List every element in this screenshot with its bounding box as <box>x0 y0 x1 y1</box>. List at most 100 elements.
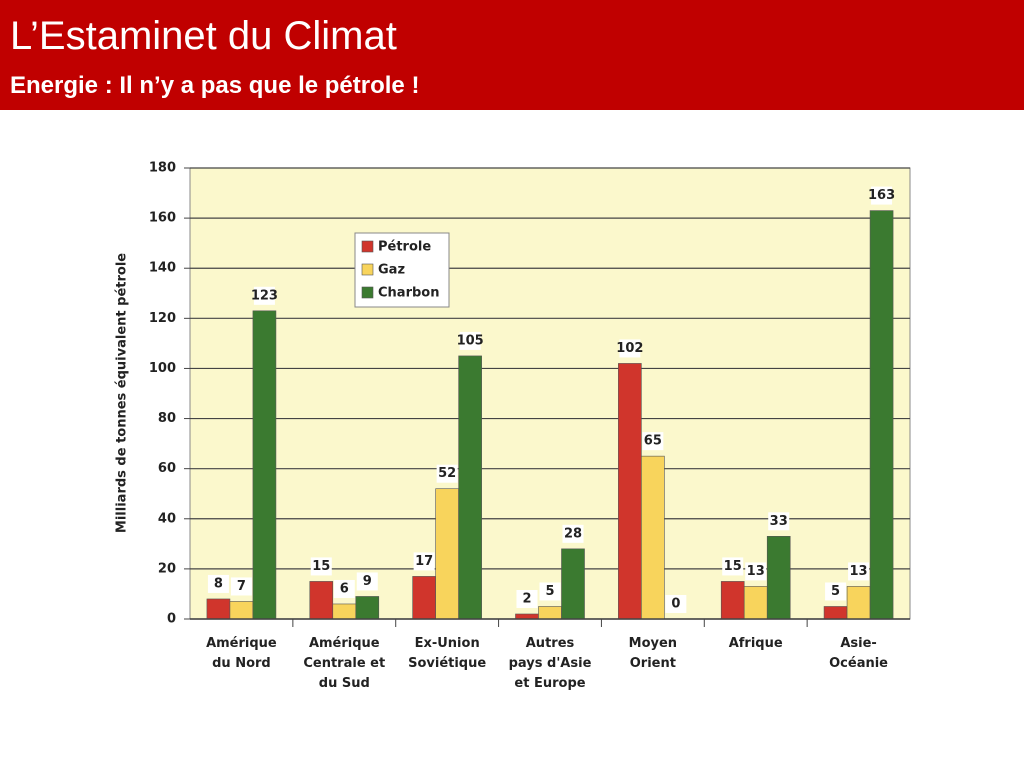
x-tick-label-line: Orient <box>630 656 676 671</box>
value-label-bg <box>436 464 458 483</box>
x-tick-label: Amérique Centrale et du Sud <box>303 636 385 691</box>
value-label: 102 <box>616 341 643 356</box>
value-label: 0 <box>671 597 680 612</box>
header: L’Estaminet du Climat Energie : Il n’y a… <box>0 0 1024 110</box>
x-tick-label: Moyen Orient <box>629 636 677 671</box>
legend-label: Pétrole <box>378 240 431 255</box>
value-label: 163 <box>868 188 895 203</box>
value-label: 13 <box>747 564 765 579</box>
x-tick-label: Asie- Océanie <box>829 636 888 671</box>
plot-area <box>189 167 911 620</box>
bar <box>458 355 482 620</box>
value-label: 105 <box>457 333 484 348</box>
value-label-bg <box>516 589 538 608</box>
slide-subtitle: Energie : Il n’y a pas que le pétrole ! <box>10 72 420 99</box>
value-label-bg <box>848 562 870 581</box>
bar <box>766 536 791 620</box>
value-label-bg <box>413 552 435 571</box>
value-label-bg <box>745 562 767 581</box>
value-label: 52 <box>438 466 456 481</box>
bar <box>252 310 277 620</box>
y-tick-label: 40 <box>158 511 176 526</box>
x-tick-label-line: Centrale et <box>303 656 385 671</box>
x-tick-label-line: Océanie <box>829 656 888 671</box>
legend-label: Gaz <box>378 263 405 278</box>
value-label: 28 <box>564 526 582 541</box>
value-label: 13 <box>850 564 868 579</box>
legend-swatch <box>361 240 374 253</box>
bar <box>355 596 380 620</box>
value-label-bg <box>562 524 584 543</box>
value-label-bg <box>768 512 790 531</box>
value-label: 9 <box>363 574 372 589</box>
bar <box>618 363 642 620</box>
x-tick-label-line: Amérique <box>206 636 277 651</box>
value-label-bg <box>825 582 847 601</box>
value-label: 15 <box>724 559 742 574</box>
bar <box>229 601 254 620</box>
bar <box>412 576 436 620</box>
legend-swatch <box>361 286 374 299</box>
value-label: 7 <box>237 579 246 594</box>
y-tick-label: 80 <box>158 411 176 426</box>
legend-swatch <box>361 263 374 276</box>
x-tick-label: Amérique du Nord <box>206 636 277 671</box>
y-tick-label: 140 <box>149 261 176 276</box>
bar <box>720 581 745 620</box>
value-label-bg <box>207 574 229 593</box>
value-label-bg <box>459 331 481 350</box>
x-tick-label: Autres pays d'Asie et Europe <box>509 636 592 691</box>
bar <box>823 606 848 620</box>
value-label: 2 <box>522 591 531 606</box>
x-tick-label-line: Soviétique <box>408 656 486 671</box>
x-tick-label-line: Afrique <box>729 636 783 651</box>
value-label: 6 <box>340 581 349 596</box>
value-label-bg <box>539 582 561 601</box>
bar <box>846 586 871 620</box>
bar <box>515 613 539 620</box>
x-tick-label-line: Autres <box>526 636 575 651</box>
x-tick-label-line: et Europe <box>514 676 585 691</box>
y-tick-label: 0 <box>167 612 176 627</box>
y-tick-label: 180 <box>149 161 176 176</box>
value-label-bg <box>333 579 355 598</box>
bar <box>538 606 562 620</box>
x-tick-label-line: Ex-Union <box>415 636 480 651</box>
value-label: 123 <box>251 288 278 303</box>
bar <box>869 210 894 620</box>
value-label: 17 <box>415 554 433 569</box>
value-label: 65 <box>644 434 662 449</box>
x-tick-label-line: du Sud <box>319 676 370 691</box>
x-tick-label-line: Amérique <box>309 636 380 651</box>
legend-label: Charbon <box>378 286 439 301</box>
value-label-bg <box>871 186 893 205</box>
value-label-bg <box>619 339 641 358</box>
bar <box>332 603 357 620</box>
x-tick-label-line: Moyen <box>629 636 677 651</box>
y-axis-label: Milliards de tonnes équivalent pétrole <box>115 253 130 533</box>
x-tick-label: Ex-Union Soviétique <box>408 636 486 671</box>
bar <box>561 548 585 620</box>
bar <box>641 455 665 620</box>
value-label-bg <box>230 577 252 596</box>
x-tick-label-line: du Nord <box>212 656 271 671</box>
y-tick-label: 20 <box>158 561 176 576</box>
bar <box>206 598 231 620</box>
value-label-bg <box>356 572 378 591</box>
slide-title: L’Estaminet du Climat <box>10 14 397 58</box>
value-label: 5 <box>831 584 840 599</box>
value-label: 15 <box>312 559 330 574</box>
value-label-bg <box>310 557 332 576</box>
value-label-bg <box>665 595 687 613</box>
value-label: 33 <box>770 514 788 529</box>
bar <box>309 581 334 620</box>
x-tick-label: Afrique <box>729 636 783 651</box>
y-tick-label: 120 <box>149 311 176 326</box>
value-label: 8 <box>214 576 223 591</box>
value-label-bg <box>253 286 275 305</box>
bar <box>743 586 768 620</box>
x-tick-label-line: pays d'Asie <box>509 656 592 671</box>
y-tick-label: 60 <box>158 461 176 476</box>
value-label: 5 <box>545 584 554 599</box>
